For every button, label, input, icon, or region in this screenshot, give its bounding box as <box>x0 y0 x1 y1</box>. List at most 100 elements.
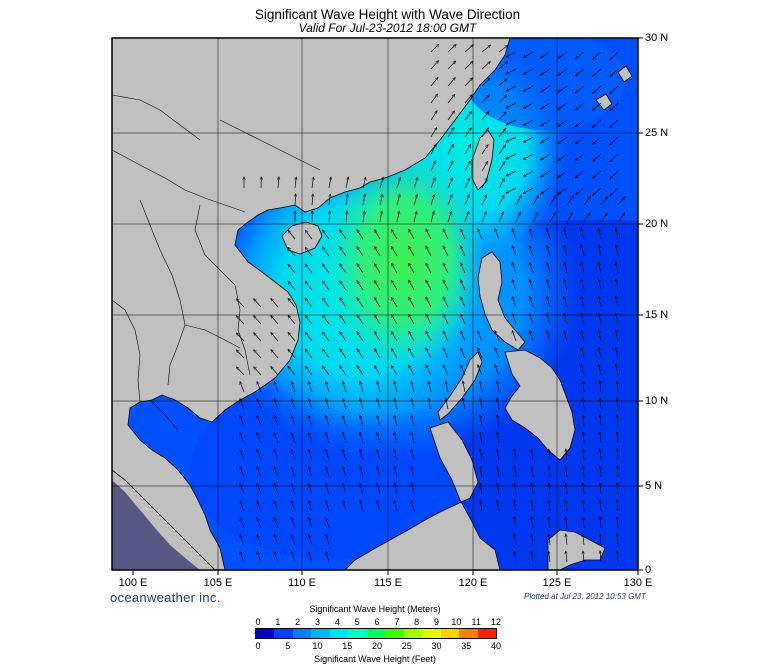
wave-direction-arrow <box>461 263 466 274</box>
wave-direction-arrow <box>530 297 534 308</box>
colorbar-meters-tick: 3 <box>314 617 320 627</box>
wave-direction-arrow <box>394 483 398 495</box>
wave-direction-arrow <box>377 398 381 410</box>
wave-direction-arrow <box>481 195 487 206</box>
wave-direction-arrow <box>291 552 296 563</box>
colorbar-segment <box>256 629 275 638</box>
brand-logo-text: oceanweather inc. <box>110 590 221 605</box>
wave-direction-arrow <box>291 535 296 546</box>
wave-direction-arrow <box>617 500 618 512</box>
wave-direction-arrow <box>288 264 296 274</box>
wave-direction-arrow <box>512 229 517 240</box>
wave-direction-arrow <box>329 211 330 223</box>
wave-direction-arrow <box>312 194 313 206</box>
wave-direction-arrow <box>583 534 584 546</box>
plotted-timestamp: Plotted at Jul 23, 2012 10:53 GMT <box>524 592 646 601</box>
wave-direction-arrow <box>530 314 534 325</box>
wave-direction-arrow <box>531 483 533 495</box>
colorbar-feet-tick: 30 <box>431 641 442 651</box>
wave-direction-arrow <box>396 211 399 223</box>
wave-direction-arrow <box>617 466 618 478</box>
wave-direction-arrow <box>430 94 438 104</box>
wave-direction-arrow <box>498 178 504 189</box>
wave-direction-arrow <box>326 535 330 546</box>
wave-direction-arrow <box>392 247 398 257</box>
colorbar <box>255 628 497 639</box>
wave-direction-arrow <box>240 382 245 393</box>
wave-direction-arrow <box>523 119 534 125</box>
wave-direction-arrow <box>357 264 364 274</box>
wave-direction-arrow <box>257 501 262 512</box>
wave-direction-arrow <box>443 280 449 291</box>
wave-direction-arrow <box>346 211 347 223</box>
wave-direction-arrow <box>426 314 432 325</box>
wave-direction-arrow <box>309 399 313 410</box>
wave-direction-arrow <box>240 552 245 563</box>
wave-direction-arrow <box>443 297 449 308</box>
wave-direction-arrow <box>309 382 313 393</box>
colorbar-segment <box>422 629 441 638</box>
wave-direction-arrow <box>288 315 296 325</box>
wave-direction-arrow <box>617 517 618 529</box>
wave-direction-arrow <box>396 194 400 206</box>
colorbar-meters-tick: 10 <box>451 617 462 627</box>
wave-direction-arrow <box>357 230 364 240</box>
mindanao-visayas <box>504 349 576 461</box>
wave-direction-arrow <box>340 315 347 325</box>
wave-direction-arrow <box>600 449 601 461</box>
wave-direction-arrow <box>600 466 601 478</box>
wave-direction-arrow <box>409 229 415 240</box>
wave-direction-arrow <box>599 262 602 274</box>
wave-direction-arrow <box>374 264 381 274</box>
wave-direction-arrow <box>394 500 398 512</box>
wave-direction-arrow <box>274 450 279 461</box>
wave-direction-arrow <box>600 432 601 444</box>
wave-direction-arrow <box>514 483 517 495</box>
colorbar-meters-tick: 12 <box>490 617 501 627</box>
wave-direction-arrow <box>305 349 313 359</box>
wave-direction-arrow <box>610 85 619 94</box>
wave-direction-arrow <box>498 162 505 172</box>
wave-direction-arrow <box>583 466 584 478</box>
wave-direction-arrow <box>610 187 619 196</box>
wave-direction-arrow <box>512 246 517 257</box>
wave-direction-arrow <box>593 187 602 195</box>
wave-direction-arrow <box>411 398 415 410</box>
wave-direction-arrow <box>541 68 551 75</box>
wave-direction-arrow <box>461 331 466 342</box>
wave-direction-arrow <box>581 364 585 376</box>
wave-direction-arrow <box>464 45 473 53</box>
wave-direction-arrow <box>610 136 619 145</box>
wave-direction-arrow <box>616 296 619 308</box>
wave-direction-arrow <box>411 500 415 512</box>
wave-direction-arrow <box>305 332 313 342</box>
wave-direction-arrow <box>481 178 487 189</box>
wave-direction-arrow <box>309 433 313 444</box>
wave-direction-arrow <box>583 196 591 206</box>
wave-direction-arrow <box>291 501 296 512</box>
wave-direction-arrow <box>610 153 619 162</box>
wave-direction-arrow <box>309 552 313 563</box>
wave-direction-arrow <box>377 466 381 478</box>
wave-direction-arrow <box>498 112 506 121</box>
colorbar-meters-tick: 11 <box>471 617 481 627</box>
wave-direction-arrow <box>309 467 313 478</box>
wave-direction-arrow <box>506 51 517 57</box>
wave-direction-arrow <box>566 196 573 206</box>
wave-direction-arrow <box>257 399 262 410</box>
wave-direction-arrow <box>498 212 503 223</box>
wave-direction-arrow <box>237 333 245 342</box>
wave-direction-arrow <box>409 246 415 257</box>
wave-direction-arrow <box>274 518 279 529</box>
wave-direction-arrow <box>323 315 330 325</box>
wave-direction-arrow <box>583 449 584 461</box>
wave-direction-arrow <box>600 534 601 546</box>
wave-direction-arrow <box>464 195 469 206</box>
wave-direction-arrow <box>323 264 330 274</box>
wave-direction-arrow <box>326 484 330 495</box>
wave-direction-arrow <box>581 228 585 240</box>
wave-direction-arrow <box>377 500 381 512</box>
wave-direction-arrow <box>360 466 364 478</box>
wave-direction-arrow <box>461 246 466 257</box>
wave-direction-arrow <box>593 102 602 110</box>
